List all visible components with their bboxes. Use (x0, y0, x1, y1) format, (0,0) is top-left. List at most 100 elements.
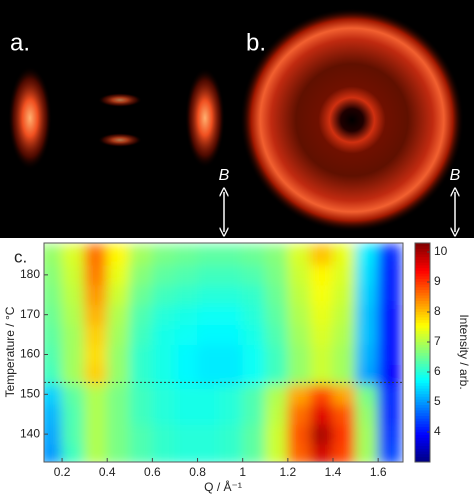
colorbar-segment (415, 360, 430, 364)
colorbar-tick-label: 10 (434, 244, 448, 258)
plot-frame (43, 242, 404, 463)
heatmap-cell (44, 363, 63, 385)
heatmap-cell (219, 383, 244, 405)
heatmap-cell (129, 383, 153, 405)
heatmap-cell (332, 383, 357, 405)
heatmap-cell (309, 324, 334, 346)
heatmap-cell (264, 403, 289, 425)
heatmap-cell (332, 324, 357, 346)
colorbar-segment (415, 355, 430, 359)
colorbar-segment (415, 366, 430, 370)
heatmap-cell (264, 304, 289, 326)
heatmap-cell (61, 344, 86, 365)
heatmap-cell (309, 344, 334, 365)
heatmap-cell (129, 403, 153, 425)
colorbar-segment (415, 344, 430, 348)
heatmap-cell (377, 304, 402, 326)
heatmap-cell (287, 284, 311, 306)
colorbar-segment (415, 420, 430, 425)
heatmap-cell (309, 383, 334, 405)
heatmap-cell (84, 244, 108, 266)
heatmap-cell (287, 344, 311, 365)
colorbar-tick-label: 7 (434, 334, 441, 348)
heatmap-cell (129, 363, 153, 385)
heatmap-cell (219, 363, 244, 385)
heatmap-cell (242, 324, 266, 346)
heatmap-cell (151, 284, 176, 306)
colorbar-segment (415, 262, 430, 266)
colorbar-segment (415, 418, 430, 422)
colorbar-segment (415, 437, 430, 441)
heatmap-cell (197, 383, 221, 405)
colorbar-segment (415, 456, 430, 460)
heatmap-cell (151, 443, 176, 462)
colorbar-segment (415, 253, 430, 258)
heatmap-cell (197, 244, 221, 266)
colorbar-segment (415, 297, 430, 301)
colorbar-segment (415, 256, 430, 260)
heatmap-cell (242, 403, 266, 425)
heatmap-cell (355, 363, 379, 385)
heatmap-cell (44, 324, 63, 346)
heatmap-cell (174, 344, 199, 365)
heatmap-cell (355, 423, 379, 445)
y-tick-label: 180 (20, 267, 40, 281)
heatmap-cell (84, 324, 108, 346)
heatmap-cell (287, 403, 311, 425)
heatmap-cell (106, 403, 131, 425)
colorbar-segment (415, 415, 430, 419)
colorbar-segment (415, 377, 430, 381)
heatmap-cell (106, 443, 131, 462)
colorbar-segment (415, 278, 430, 282)
heatmap-cell (84, 264, 108, 286)
heatmap-cell (377, 264, 402, 286)
colorbar-segment (415, 347, 430, 351)
heatmap-cell (61, 264, 86, 286)
heatmap-cell (106, 383, 131, 405)
colorbar-frame (414, 242, 431, 463)
colorbar-segment (415, 325, 430, 329)
heatmap-cell (355, 403, 379, 425)
heatmap-cell (355, 324, 379, 346)
heatmap-cell (129, 324, 153, 346)
heatmap-cell (61, 383, 86, 405)
heatmap-cell (264, 244, 289, 266)
heatmap-cell (84, 363, 108, 385)
y-tick-label: 170 (20, 307, 40, 321)
y-tick-label: 150 (20, 386, 40, 400)
x-tick-label: 1.6 (370, 465, 387, 479)
heatmap-cell (44, 403, 63, 425)
colorbar-segment (415, 308, 430, 312)
colorbar-segment (415, 442, 430, 447)
heatmap-cell (242, 244, 266, 266)
heatmap-cell (61, 324, 86, 346)
heatmap-cell (219, 403, 244, 425)
colorbar-segment (415, 264, 430, 269)
heatmap-cell (377, 403, 402, 425)
heatmap-cell (377, 344, 402, 365)
colorbar-segment (415, 319, 430, 323)
heatmap-cell (174, 284, 199, 306)
heatmap-cell (84, 344, 108, 365)
colorbar-segment (415, 385, 430, 389)
heatmap-cell (219, 423, 244, 445)
heatmap-cell (287, 443, 311, 462)
colorbar-segment (415, 248, 430, 252)
colorbar-segment (415, 251, 430, 255)
colorbar-segment (415, 243, 430, 247)
colorbar-segment (415, 338, 430, 343)
colorbar-segment (415, 327, 430, 332)
heatmap-cell (287, 324, 311, 346)
colorbar-segment (415, 368, 430, 373)
heatmap-cell (264, 344, 289, 365)
heatmap-cell (332, 443, 357, 462)
colorbar-segment (415, 431, 430, 436)
heatmap-cell (332, 344, 357, 365)
panel-label: a. (10, 29, 30, 56)
heatmap-cell (151, 403, 176, 425)
heatmap-cell (264, 443, 289, 462)
colorbar-segment (415, 284, 430, 288)
heatmap-cell (44, 344, 63, 365)
colorbar-segment (415, 371, 430, 375)
heatmap-cell (129, 443, 153, 462)
